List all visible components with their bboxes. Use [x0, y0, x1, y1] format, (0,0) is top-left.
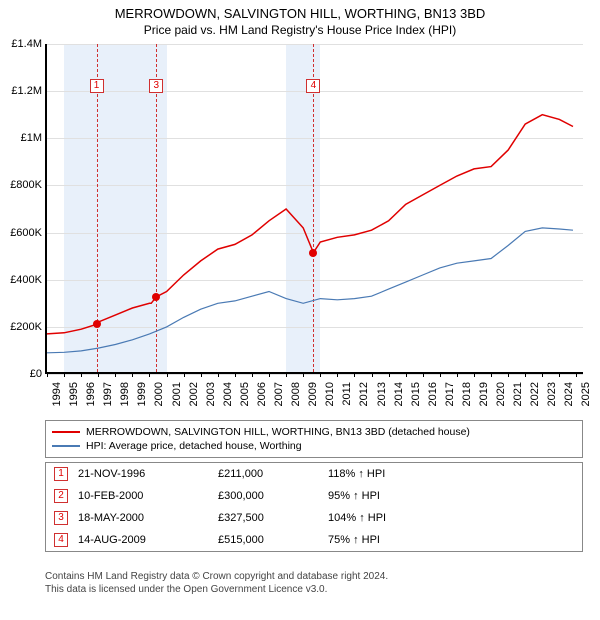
transaction-pct: 95% ↑ HPI: [328, 490, 574, 502]
xtick-label: 2008: [290, 382, 302, 406]
xtick-label: 2022: [529, 382, 541, 406]
transaction-idx: 2: [54, 489, 68, 503]
transaction-row: 4 14-AUG-2009 £515,000 75% ↑ HPI: [46, 529, 582, 551]
xtick-label: 2005: [239, 382, 251, 406]
xtick-label: 2021: [512, 382, 524, 406]
series-hpi: [47, 228, 573, 353]
legend-row: MERROWDOWN, SALVINGTON HILL, WORTHING, B…: [52, 425, 576, 439]
xtick-label: 1999: [136, 382, 148, 406]
xtick-label: 1996: [85, 382, 97, 406]
xtick-label: 2010: [324, 382, 336, 406]
transaction-row: 1 21-NOV-1996 £211,000 118% ↑ HPI: [46, 463, 582, 485]
legend-row: HPI: Average price, detached house, Wort…: [52, 439, 576, 453]
xtick-label: 2014: [393, 382, 405, 406]
legend-label: MERROWDOWN, SALVINGTON HILL, WORTHING, B…: [86, 426, 470, 438]
xtick-label: 2009: [307, 382, 319, 406]
gridline: [47, 374, 583, 375]
xtick-label: 2003: [205, 382, 217, 406]
ytick-label: £1.2M: [11, 85, 42, 97]
xtick-label: 2015: [410, 382, 422, 406]
ytick-label: £1.4M: [11, 38, 42, 50]
ytick-label: £200K: [10, 321, 42, 333]
ytick-label: £400K: [10, 274, 42, 286]
transaction-date: 21-NOV-1996: [78, 468, 208, 480]
transaction-idx: 4: [54, 533, 68, 547]
transaction-price: £327,500: [218, 512, 318, 524]
chart-title: MERROWDOWN, SALVINGTON HILL, WORTHING, B…: [0, 0, 600, 21]
transaction-idx: 3: [54, 511, 68, 525]
transactions-table: 1 21-NOV-1996 £211,000 118% ↑ HPI 2 10-FEB-20…: [45, 462, 583, 552]
xtick-label: 1995: [68, 382, 80, 406]
xtick-label: 2013: [376, 382, 388, 406]
xtick-label: 2011: [341, 382, 353, 406]
ytick-label: £800K: [10, 179, 42, 191]
ytick-label: £1M: [21, 132, 42, 144]
transaction-pct: 104% ↑ HPI: [328, 512, 574, 524]
xtick-label: 2016: [427, 382, 439, 406]
xtick-label: 2024: [563, 382, 575, 406]
transaction-price: £211,000: [218, 468, 318, 480]
xtick-label: 1997: [102, 382, 114, 406]
legend-swatch: [52, 445, 80, 447]
chart-lines: [47, 44, 585, 374]
legend-label: HPI: Average price, detached house, Wort…: [86, 440, 302, 452]
transaction-pct: 118% ↑ HPI: [328, 468, 574, 480]
xtick-label: 2020: [495, 382, 507, 406]
transaction-date: 18-MAY-2000: [78, 512, 208, 524]
transaction-pct: 75% ↑ HPI: [328, 534, 574, 546]
xtick-label: 2006: [256, 382, 268, 406]
ytick-label: £0: [30, 368, 42, 380]
legend-swatch: [52, 431, 80, 433]
chart-area: £0£200K£400K£600K£800K£1M£1.2M£1.4M19941…: [45, 44, 583, 374]
xtick-label: 2000: [153, 382, 165, 406]
xtick-label: 2012: [358, 382, 370, 406]
transaction-row: 2 10-FEB-2000 £300,000 95% ↑ HPI: [46, 485, 582, 507]
xtick-label: 2018: [461, 382, 473, 406]
xtick-label: 1994: [51, 382, 63, 406]
transaction-date: 10-FEB-2000: [78, 490, 208, 502]
ytick-label: £600K: [10, 227, 42, 239]
xtick-label: 2017: [444, 382, 456, 406]
xtick-label: 2007: [273, 382, 285, 406]
xtick-label: 2019: [478, 382, 490, 406]
transaction-price: £300,000: [218, 490, 318, 502]
xtick-label: 2025: [580, 382, 592, 406]
legend: MERROWDOWN, SALVINGTON HILL, WORTHING, B…: [45, 420, 583, 458]
footer-attribution: Contains HM Land Registry data © Crown c…: [45, 570, 583, 596]
xtick-label: 2023: [546, 382, 558, 406]
xtick-label: 1998: [119, 382, 131, 406]
xtick-label: 2004: [222, 382, 234, 406]
footer-line-2: This data is licensed under the Open Gov…: [45, 583, 583, 596]
transaction-date: 14-AUG-2009: [78, 534, 208, 546]
footer-line-1: Contains HM Land Registry data © Crown c…: [45, 570, 583, 583]
chart-subtitle: Price paid vs. HM Land Registry's House …: [0, 21, 600, 41]
transaction-row: 3 18-MAY-2000 £327,500 104% ↑ HPI: [46, 507, 582, 529]
transaction-price: £515,000: [218, 534, 318, 546]
xtick-label: 2001: [171, 382, 183, 406]
xtick-label: 2002: [188, 382, 200, 406]
transaction-idx: 1: [54, 467, 68, 481]
